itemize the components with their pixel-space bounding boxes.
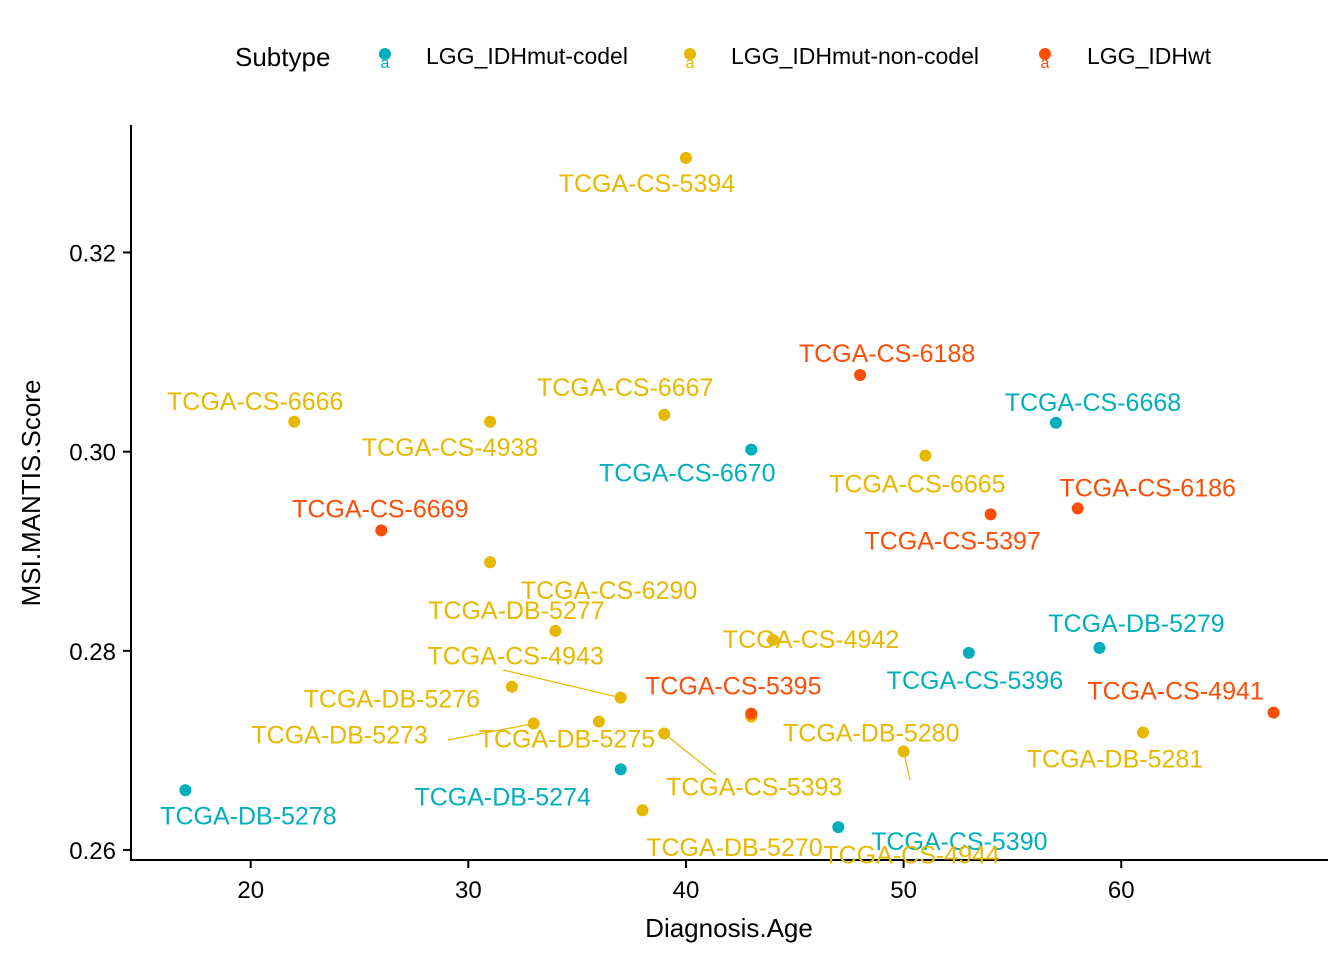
point-label-tcga-cs-6665: TCGA-CS-6665 bbox=[829, 471, 1005, 499]
point-tcga-cs-5390 bbox=[832, 821, 845, 834]
x-tick-label: 60 bbox=[1108, 877, 1135, 904]
point-tcga-cs-5396 bbox=[962, 646, 975, 659]
y-tick-label: 0.30 bbox=[69, 440, 116, 467]
x-tick-label: 40 bbox=[673, 877, 700, 904]
y-tick-label: 0.28 bbox=[69, 639, 116, 666]
point-label-tcga-db-5273: TCGA-DB-5273 bbox=[251, 722, 427, 750]
x-ticks: 20 30 40 50 60 bbox=[237, 860, 1135, 904]
point-label-tcga-cs-6669: TCGA-CS-6669 bbox=[292, 495, 468, 523]
point-tcga-db-5279 bbox=[1093, 641, 1106, 654]
y-tick-label: 0.26 bbox=[69, 838, 116, 865]
label-connector bbox=[447, 722, 534, 741]
legend-label-lgg-idhwt: LGG_IDHwt bbox=[1087, 43, 1212, 69]
y-tick-label: 0.32 bbox=[69, 240, 116, 267]
point-label-tcga-cs-6670: TCGA-CS-6670 bbox=[599, 460, 775, 488]
point-label-tcga-cs-6668: TCGA-CS-6668 bbox=[1005, 389, 1181, 417]
point-label-tcga-cs-6186: TCGA-CS-6186 bbox=[1059, 474, 1235, 502]
point-tcga-db-5281 bbox=[1137, 726, 1150, 739]
point-tcga-cs-4944 bbox=[897, 745, 910, 758]
x-tick-label: 30 bbox=[455, 877, 482, 904]
y-ticks: 0.26 0.28 0.30 0.32 bbox=[69, 240, 131, 865]
legend-title: Subtype bbox=[235, 42, 330, 72]
point-label-tcga-cs-5395: TCGA-CS-5395 bbox=[645, 673, 821, 701]
legend-entries: a LGG_IDHmut-codel a LGG_IDHmut-non-codel a L… bbox=[379, 43, 1212, 72]
point-label-tcga-cs-5394: TCGA-CS-5394 bbox=[559, 170, 736, 198]
point-label-tcga-db-5281: TCGA-DB-5281 bbox=[1027, 746, 1203, 774]
point-label-tcga-db-5274: TCGA-DB-5274 bbox=[414, 783, 591, 811]
point-label-tcga-db-5275: TCGA-DB-5275 bbox=[479, 726, 655, 754]
point-label-tcga-db-5279: TCGA-DB-5279 bbox=[1048, 610, 1224, 638]
legend-key-glyph: a bbox=[686, 55, 695, 72]
point-tcga-cs-6670 bbox=[745, 443, 758, 456]
label-connector bbox=[663, 733, 717, 776]
point-tcga-cs-6188 bbox=[854, 368, 867, 381]
legend-key-glyph: a bbox=[1041, 55, 1050, 72]
point-tcga-db-5273 bbox=[527, 717, 540, 730]
data-points bbox=[179, 151, 1280, 834]
point-tcga-cs-4943 bbox=[614, 691, 627, 704]
point-label-tcga-cs-4938: TCGA-CS-4938 bbox=[362, 434, 538, 462]
point-label-tcga-cs-6188: TCGA-CS-6188 bbox=[799, 340, 975, 368]
point-label-tcga-db-5276: TCGA-DB-5276 bbox=[304, 686, 480, 714]
point-tcga-db-5277 bbox=[549, 624, 562, 637]
point-tcga-cs-5393 bbox=[658, 727, 671, 740]
point-tcga-cs-6186 bbox=[1071, 502, 1084, 515]
point-tcga-cs-4938 bbox=[484, 415, 497, 428]
point-label-tcga-cs-4941: TCGA-CS-4941 bbox=[1087, 678, 1263, 706]
legend: Subtype a LGG_IDHmut-codel a LGG_IDHmut-non… bbox=[235, 42, 1212, 72]
point-label-tcga-cs-5390: TCGA-CS-5390 bbox=[871, 828, 1047, 856]
point-tcga-cs-4941 bbox=[1267, 706, 1280, 719]
point-label-tcga-cs-5393: TCGA-CS-5393 bbox=[666, 774, 842, 802]
point-label-tcga-db-5278: TCGA-DB-5278 bbox=[160, 802, 336, 830]
point-label-tcga-cs-4943: TCGA-CS-4943 bbox=[427, 643, 603, 671]
point-label-tcga-cs-6667: TCGA-CS-6667 bbox=[537, 374, 713, 402]
point-label-tcga-cs-5397: TCGA-CS-5397 bbox=[864, 527, 1040, 555]
point-label-tcga-cs-5396: TCGA-CS-5396 bbox=[887, 667, 1063, 695]
point-tcga-db-5275 bbox=[592, 715, 605, 728]
legend-key-glyph: a bbox=[381, 55, 390, 72]
x-tick-label: 20 bbox=[237, 877, 264, 904]
x-axis-label: Diagnosis.Age bbox=[645, 913, 813, 943]
point-tcga-cs-6669 bbox=[375, 524, 388, 537]
point-tcga-cs-5395 bbox=[745, 707, 758, 720]
data-labels: TCGA-CS-6670 TCGA-CS-6668 TCGA-DB-5279 TCGA… bbox=[160, 170, 1264, 870]
point-tcga-cs-5394 bbox=[679, 151, 692, 164]
point-label-tcga-cs-6666: TCGA-CS-6666 bbox=[167, 388, 343, 416]
point-label-tcga-db-5270: TCGA-DB-5270 bbox=[646, 834, 822, 862]
point-tcga-cs-6665 bbox=[919, 449, 932, 462]
label-connector bbox=[502, 669, 621, 699]
y-axis-label: MSI.MANTIS.Score bbox=[16, 380, 46, 607]
point-tcga-db-5270 bbox=[636, 804, 649, 817]
point-tcga-cs-6666 bbox=[288, 415, 301, 428]
point-tcga-cs-4942 bbox=[767, 633, 780, 646]
point-label-tcga-cs-4942: TCGA-CS-4942 bbox=[723, 626, 899, 654]
point-tcga-cs-5397 bbox=[984, 508, 997, 521]
point-label-tcga-db-5280: TCGA-DB-5280 bbox=[783, 720, 959, 748]
point-label-tcga-cs-6290: TCGA-CS-6290 bbox=[521, 577, 697, 605]
point-tcga-cs-6668 bbox=[1049, 416, 1062, 429]
point-tcga-cs-6290 bbox=[484, 556, 497, 569]
point-label-tcga-db-5277: TCGA-DB-5277 bbox=[428, 597, 604, 625]
point-label-tcga-cs-4944: TCGA-CS-4944 bbox=[823, 841, 1000, 869]
x-tick-label: 50 bbox=[890, 877, 917, 904]
axes: 20 30 40 50 60 0.26 0.28 0.30 0.32 Diagnosis.Ag… bbox=[16, 125, 1328, 943]
point-tcga-cs-6667 bbox=[658, 408, 671, 421]
legend-key-lgg-idhwt bbox=[1039, 48, 1051, 60]
point-tcga-db-5274 bbox=[614, 763, 627, 776]
legend-key-lgg-idhmut-codel bbox=[379, 48, 391, 60]
point-tcga-db-5276 bbox=[505, 680, 518, 693]
point-tcga-db-5278 bbox=[179, 784, 192, 797]
legend-key-lgg-idhmut-non-codel bbox=[684, 48, 696, 60]
legend-label-lgg-idhmut-codel: LGG_IDHmut-codel bbox=[426, 43, 628, 69]
legend-label-lgg-idhmut-non-codel: LGG_IDHmut-non-codel bbox=[731, 43, 979, 69]
